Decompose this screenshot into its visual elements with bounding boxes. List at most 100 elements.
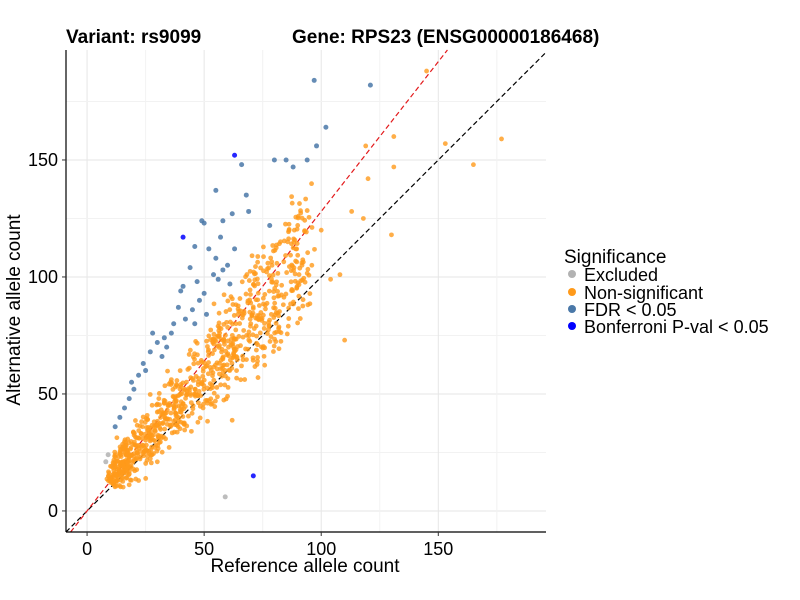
point-fdr-0-05 — [187, 265, 193, 271]
point-non-significant — [318, 227, 324, 233]
point-non-significant — [180, 414, 186, 419]
chart-title-gene: Gene: RPS23 (ENSG00000186468) — [292, 27, 599, 48]
point-fdr-0-05 — [220, 267, 226, 273]
point-non-significant — [303, 196, 309, 202]
point-fdr-0-05 — [129, 379, 135, 385]
point-non-significant — [209, 382, 215, 388]
point-non-significant — [147, 432, 153, 438]
point-fdr-0-05 — [239, 162, 245, 168]
point-non-significant — [217, 343, 222, 348]
point-non-significant — [276, 324, 282, 330]
point-non-significant — [278, 239, 283, 245]
point-non-significant — [220, 355, 225, 361]
point-non-significant — [328, 276, 333, 282]
point-non-significant — [236, 308, 242, 314]
point-non-significant — [255, 290, 261, 296]
point-non-significant — [304, 208, 310, 213]
point-non-significant — [213, 398, 218, 404]
point-non-significant — [195, 360, 201, 366]
point-non-significant — [250, 281, 256, 287]
point-non-significant — [125, 436, 131, 442]
point-non-significant — [152, 438, 158, 444]
point-non-significant — [222, 341, 227, 347]
point-non-significant — [120, 478, 126, 484]
point-non-significant — [227, 307, 233, 313]
point-non-significant — [189, 410, 195, 416]
point-non-significant — [178, 419, 184, 425]
point-non-significant — [124, 475, 130, 480]
point-non-significant — [299, 260, 305, 266]
point-non-significant — [112, 452, 118, 458]
point-non-significant — [273, 320, 279, 326]
chart-title-variant: Variant: rs9099 — [66, 27, 201, 48]
point-non-significant — [230, 351, 236, 357]
point-non-significant — [142, 419, 148, 425]
point-non-significant — [250, 332, 256, 338]
point-non-significant — [197, 403, 203, 409]
point-non-significant — [285, 323, 291, 329]
point-non-significant — [279, 282, 285, 288]
point-non-significant — [363, 143, 369, 149]
point-fdr-0-05 — [267, 222, 273, 228]
point-non-significant — [240, 334, 246, 340]
point-non-significant — [201, 386, 207, 392]
point-non-significant — [278, 292, 284, 298]
point-fdr-0-05 — [232, 246, 238, 252]
point-non-significant — [173, 413, 179, 418]
legend-item-excluded: Excluded — [568, 265, 658, 285]
point-non-significant — [255, 281, 261, 287]
point-fdr-0-05 — [175, 304, 181, 310]
point-non-significant — [337, 272, 343, 278]
point-non-significant — [254, 276, 260, 282]
point-non-significant — [269, 262, 275, 268]
point-fdr-0-05 — [143, 368, 149, 374]
point-non-significant — [181, 420, 187, 426]
point-non-significant — [233, 302, 239, 308]
point-fdr-0-05 — [159, 354, 165, 360]
point-non-significant — [270, 272, 276, 278]
point-fdr-0-05 — [161, 335, 167, 341]
point-fdr-0-05 — [290, 164, 296, 170]
point-non-significant — [224, 362, 230, 368]
point-non-significant — [235, 344, 241, 349]
point-non-significant — [291, 236, 297, 242]
point-fdr-0-05 — [213, 255, 219, 261]
point-fdr-0-05 — [227, 281, 233, 287]
point-non-significant — [274, 242, 279, 248]
point-non-significant — [269, 259, 275, 265]
point-non-significant — [196, 376, 202, 381]
point-non-significant — [259, 316, 265, 321]
point-non-significant — [156, 391, 162, 396]
y-axis-label: Alternative allele count — [4, 214, 25, 406]
point-non-significant — [499, 136, 504, 142]
legend-swatch-excluded — [568, 270, 576, 278]
point-non-significant — [166, 445, 172, 450]
point-fdr-0-05 — [246, 208, 252, 214]
point-non-significant — [261, 254, 266, 260]
point-non-significant — [192, 386, 198, 392]
point-non-significant — [204, 338, 209, 344]
point-non-significant — [254, 340, 259, 346]
point-non-significant — [210, 351, 215, 357]
point-non-significant — [254, 333, 259, 339]
point-fdr-0-05 — [201, 220, 207, 226]
point-non-significant — [271, 248, 276, 254]
point-non-significant — [192, 391, 197, 397]
point-fdr-0-05 — [203, 311, 209, 317]
point-non-significant — [159, 449, 165, 455]
point-fdr-0-05 — [136, 372, 142, 378]
point-non-significant — [250, 304, 256, 310]
point-non-significant — [229, 360, 235, 366]
point-non-significant — [240, 353, 246, 359]
point-non-significant — [134, 450, 140, 455]
legend: Significance Excluded Non-significant FD… — [564, 247, 769, 337]
point-non-significant — [211, 390, 217, 396]
point-non-significant — [265, 331, 270, 336]
point-non-significant — [188, 400, 194, 406]
point-non-significant — [248, 292, 253, 297]
point-non-significant — [234, 354, 240, 360]
point-non-significant — [286, 221, 292, 227]
point-fdr-0-05 — [323, 124, 329, 130]
point-fdr-0-05 — [314, 143, 320, 149]
point-non-significant — [246, 333, 252, 339]
